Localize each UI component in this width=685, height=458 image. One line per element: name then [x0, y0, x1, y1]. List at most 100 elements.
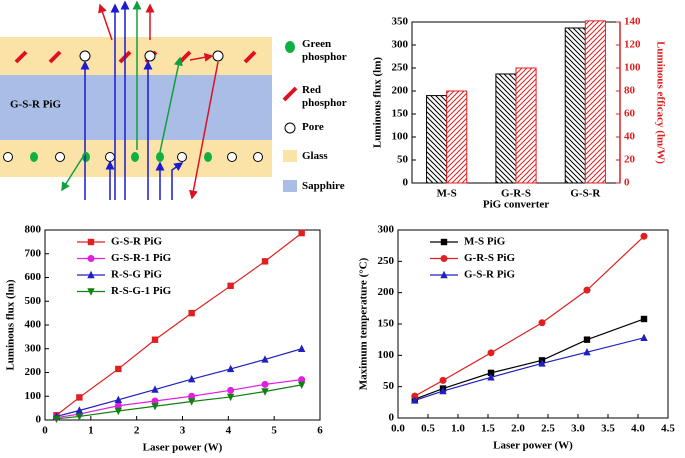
y-tick-label: 50	[383, 380, 395, 392]
marker	[187, 398, 196, 406]
x-tick-label: 5	[271, 425, 277, 437]
marker	[538, 319, 546, 327]
y-axis-label: Luminous flux (lm)	[372, 57, 384, 148]
green-rays	[61, 0, 183, 192]
x-tick-label: 2	[134, 425, 140, 437]
blue-rays	[80, 0, 184, 200]
y-tick-label: 0	[389, 412, 395, 424]
legend-label: G-R-S PiG	[464, 252, 515, 264]
y-tick-label: 150	[378, 318, 395, 330]
y-axis-label: Maximum temperature (°C)	[358, 257, 370, 390]
marker	[439, 376, 447, 384]
x-tick-label: 4.5	[661, 423, 675, 435]
marker	[87, 255, 95, 262]
y-tick-label: 200	[25, 366, 42, 378]
x-tick-label: 2.0	[511, 423, 525, 435]
y-tick-label: 300	[378, 224, 395, 236]
schematic: G-S-R PiG	[0, 0, 298, 200]
marker	[188, 392, 196, 400]
y-tick-label: 150	[392, 108, 409, 120]
marker	[411, 392, 419, 400]
x-tick-label: 4	[226, 425, 232, 437]
y-tick-label: 100	[378, 349, 395, 361]
marker	[87, 288, 95, 296]
marker	[487, 369, 495, 377]
marker	[298, 229, 305, 237]
x-axis-label: PiG converter	[483, 199, 549, 211]
x-tick-label: 0.5	[421, 423, 435, 435]
x-tick-label: 2.5	[541, 423, 555, 435]
marker	[583, 336, 591, 343]
bar	[426, 95, 448, 184]
marker	[261, 258, 269, 265]
bar	[584, 20, 606, 184]
legend-text: Red phosphor	[302, 84, 347, 109]
marker	[226, 393, 235, 402]
series-line	[414, 337, 645, 402]
y-tick-label: 500	[25, 295, 42, 307]
legend-label: G-S-R PiG	[111, 236, 162, 248]
marker	[440, 270, 448, 279]
marker	[440, 238, 448, 246]
legend-text: Green phosphor	[302, 38, 347, 63]
marker	[297, 344, 306, 352]
marker	[640, 315, 648, 323]
y-tick-label: 250	[392, 62, 409, 74]
x-tick-label: 1	[88, 425, 94, 437]
marker	[487, 373, 495, 381]
x-tick-label: M-S	[437, 188, 457, 200]
pores	[3, 50, 263, 162]
x-tick-label: 1.5	[481, 423, 495, 435]
marker	[151, 385, 159, 393]
marker	[411, 396, 419, 404]
y2-tick-label: 140	[624, 16, 641, 28]
marker	[151, 403, 159, 411]
series-line	[414, 318, 645, 400]
y-tick-label: 0	[36, 414, 42, 426]
marker	[87, 270, 95, 279]
marker	[227, 386, 235, 394]
marker	[226, 364, 235, 373]
marker	[487, 349, 495, 357]
bar	[564, 27, 586, 184]
y2-tick-label: 20	[624, 154, 636, 166]
red-rays	[98, 3, 219, 200]
series-line	[56, 379, 302, 419]
marker	[151, 336, 159, 343]
x-tick-label: 3.0	[571, 423, 585, 435]
marker	[76, 394, 83, 401]
marker	[261, 355, 269, 363]
bar	[495, 73, 517, 184]
legend-text: Pore	[302, 121, 324, 133]
y2-tick-label: 80	[624, 85, 636, 97]
marker	[227, 282, 234, 290]
x-axis-label: Laser power (W)	[143, 442, 223, 454]
y-tick-label: 300	[25, 342, 42, 354]
marker	[640, 333, 648, 341]
marker	[52, 415, 61, 424]
x-tick-label: 0	[42, 425, 48, 437]
bar	[515, 67, 537, 184]
marker	[261, 388, 269, 396]
marker	[640, 232, 648, 240]
y-tick-label: 0	[403, 177, 409, 189]
y-axis-label: Luminous flux (lm)	[5, 279, 17, 370]
sapphire-layer	[0, 75, 272, 140]
marker	[115, 365, 122, 373]
pig-label: G-S-R PiG	[10, 99, 61, 111]
marker	[440, 255, 448, 262]
marker	[114, 402, 122, 410]
marker	[297, 381, 306, 390]
y2-axis-label: Luminous efficacy (lm/W)	[654, 41, 666, 164]
legend-label: G-S-R PiG	[464, 269, 515, 281]
y-tick-label: 250	[378, 255, 395, 267]
y-tick-label: 100	[392, 131, 409, 143]
y2-tick-label: 60	[624, 108, 636, 120]
series-line	[56, 348, 302, 418]
x-tick-label: 1.0	[451, 423, 465, 435]
y2-tick-label: 40	[624, 131, 636, 143]
y-tick-label: 50	[397, 154, 409, 166]
x-tick-label: 3	[180, 425, 186, 437]
